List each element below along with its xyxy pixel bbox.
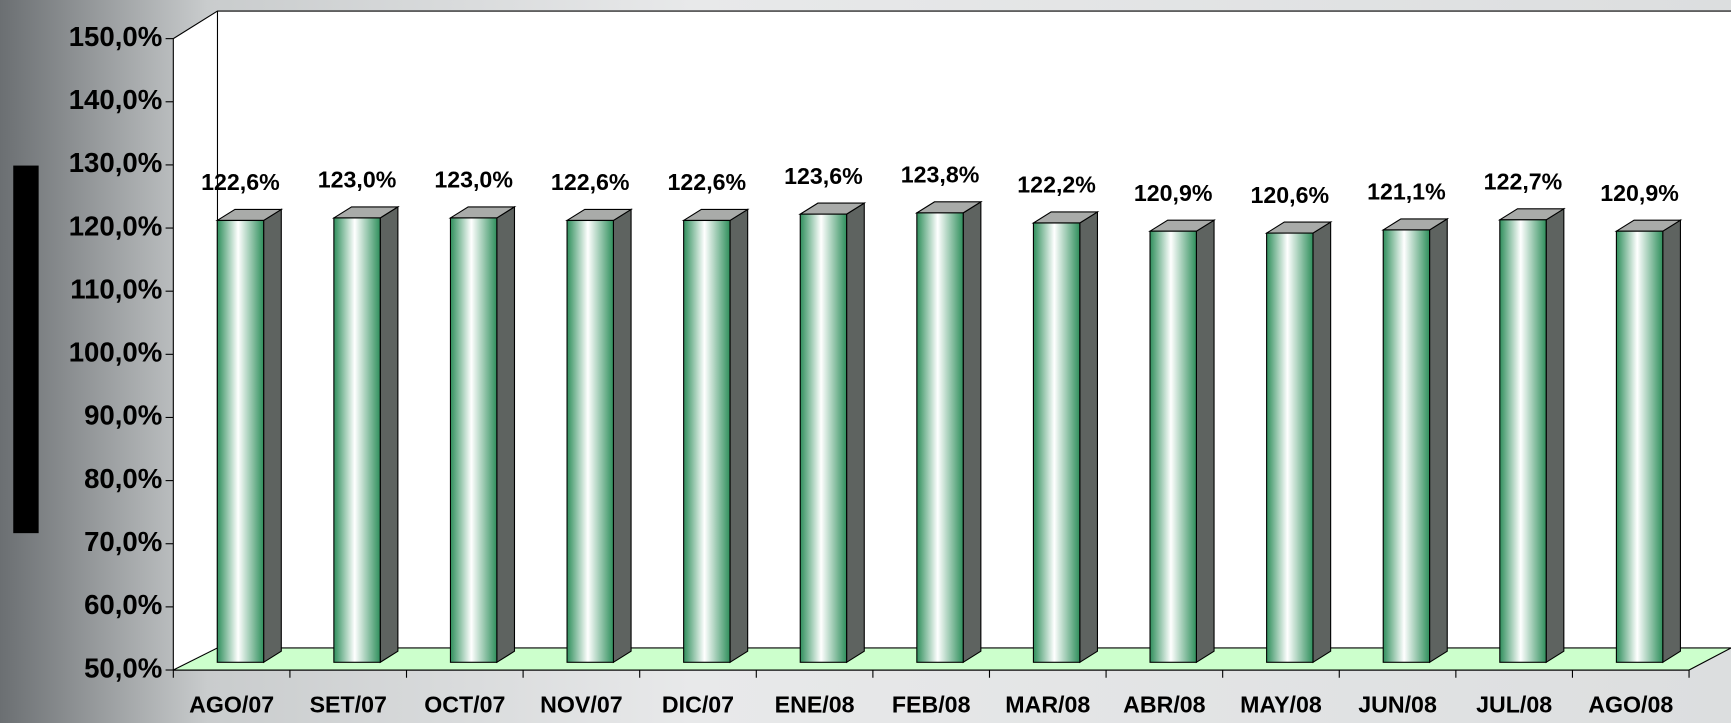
value-label: 120,6% bbox=[1251, 182, 1330, 208]
bar bbox=[1264, 221, 1333, 664]
bar bbox=[914, 200, 983, 664]
x-tick-label: AGO/08 bbox=[1588, 692, 1673, 718]
x-tick-label: ENE/08 bbox=[775, 692, 855, 718]
value-label: 122,2% bbox=[1017, 172, 1096, 198]
value-label: 123,6% bbox=[784, 163, 863, 189]
bar bbox=[1148, 219, 1216, 664]
x-tick-label: JUN/08 bbox=[1358, 692, 1437, 718]
bar bbox=[565, 208, 634, 664]
bar-front bbox=[216, 219, 265, 663]
value-label: 120,9% bbox=[1134, 180, 1213, 206]
side-bar bbox=[13, 165, 39, 534]
value-label: 120,9% bbox=[1600, 180, 1679, 206]
value-label: 122,6% bbox=[551, 169, 630, 195]
bar-side bbox=[496, 205, 516, 664]
bar-front bbox=[566, 219, 614, 663]
y-tick-label: 120,0% bbox=[69, 210, 163, 241]
x-tick-label: MAY/08 bbox=[1240, 692, 1322, 718]
bar-side bbox=[1429, 217, 1448, 664]
value-label: 123,0% bbox=[434, 167, 513, 193]
y-tick-label: 100,0% bbox=[69, 337, 163, 368]
bar-side bbox=[962, 200, 982, 664]
x-tick-label: NOV/07 bbox=[540, 692, 622, 718]
bar-front bbox=[1499, 219, 1547, 663]
bar-front bbox=[1615, 230, 1664, 663]
x-tick-label: SET/07 bbox=[310, 692, 387, 718]
bar bbox=[215, 208, 284, 664]
y-tick-label: 150,0% bbox=[69, 21, 163, 52]
bar bbox=[1381, 217, 1450, 664]
bar-front bbox=[916, 212, 964, 663]
bar bbox=[1031, 210, 1100, 664]
x-tick-label: FEB/08 bbox=[892, 692, 971, 718]
bar-side bbox=[612, 208, 632, 664]
bar-side bbox=[729, 208, 749, 664]
bar-front bbox=[449, 217, 498, 663]
bar-side bbox=[1662, 219, 1681, 664]
y-tick-label: 130,0% bbox=[69, 147, 163, 178]
x-tick-label: AGO/07 bbox=[189, 692, 274, 718]
y-tick-label: 60,0% bbox=[84, 589, 162, 620]
value-label: 122,6% bbox=[668, 169, 747, 195]
x-tick-label: ABR/08 bbox=[1123, 692, 1206, 718]
bar bbox=[1497, 207, 1566, 664]
value-label: 123,8% bbox=[901, 162, 980, 188]
value-label: 123,0% bbox=[318, 167, 397, 193]
x-tick-label: OCT/07 bbox=[424, 692, 505, 718]
x-tick-label: JUL/08 bbox=[1476, 692, 1552, 718]
bar-front bbox=[799, 213, 848, 663]
value-label: 122,7% bbox=[1484, 169, 1563, 195]
bar-front bbox=[1032, 222, 1081, 663]
y-tick-label: 80,0% bbox=[84, 463, 162, 494]
bar-side bbox=[1312, 221, 1332, 664]
x-tick-label: DIC/07 bbox=[662, 692, 734, 718]
bar bbox=[331, 205, 400, 664]
y-tick-label: 90,0% bbox=[84, 400, 162, 431]
bar-front bbox=[1266, 232, 1314, 663]
x-tick-label: MAR/08 bbox=[1005, 692, 1090, 718]
value-label: 121,1% bbox=[1367, 179, 1446, 205]
bar-side bbox=[846, 202, 865, 664]
bar-side bbox=[1079, 210, 1099, 664]
y-tick-label: 70,0% bbox=[84, 526, 162, 557]
bar bbox=[798, 202, 867, 664]
bar-front bbox=[333, 217, 381, 663]
bar-side bbox=[263, 208, 282, 664]
bar-side bbox=[379, 205, 399, 664]
y-tick-label: 50,0% bbox=[84, 652, 162, 683]
y-tick-label: 110,0% bbox=[70, 273, 162, 304]
bar bbox=[681, 208, 750, 664]
y-tick-label: 140,0% bbox=[69, 84, 163, 115]
bar bbox=[1614, 219, 1683, 664]
value-label: 122,6% bbox=[201, 169, 280, 195]
bar-front bbox=[683, 219, 731, 663]
bar bbox=[448, 205, 517, 664]
bar-front bbox=[1382, 229, 1431, 663]
bar-side bbox=[1545, 207, 1565, 664]
bar-side bbox=[1195, 219, 1215, 664]
bar-front bbox=[1149, 230, 1197, 663]
